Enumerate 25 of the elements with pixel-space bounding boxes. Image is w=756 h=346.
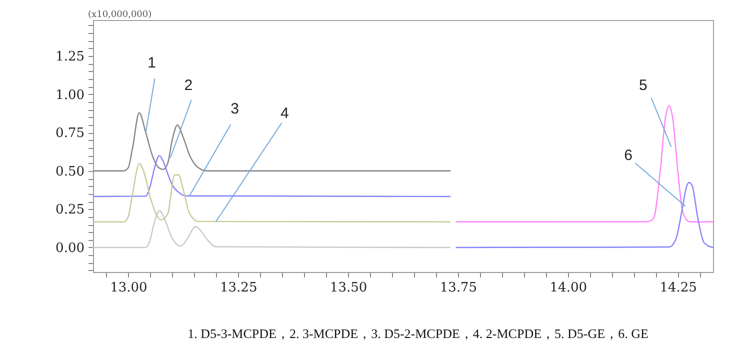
line-series	[92, 162, 452, 223]
line-series	[455, 182, 714, 248]
y-tick-label: 1.00	[56, 88, 84, 103]
y-tick-label: 0.75	[56, 126, 84, 142]
x-tick-label: 14.00	[550, 280, 588, 296]
x-tick-label: 13.00	[110, 280, 148, 296]
annotation: 3	[230, 100, 239, 118]
y-tick-label: 0.25	[56, 202, 84, 218]
text: (x10,000,000)	[88, 10, 152, 20]
x-tick-label: 13.50	[330, 280, 368, 296]
text: 1. D5-3-MCPDE，2. 3-MCPDE，3. D5-2-MCPDE，4. 2-MCPDE，5. D5-GE，6. GE	[188, 326, 648, 341]
y-tick-label: 0.50	[56, 164, 84, 180]
x-tick-label: 13.25	[220, 280, 258, 296]
annotation: 5	[639, 76, 648, 94]
x-tick-label: 14.25	[660, 280, 697, 296]
annotation: 4	[280, 104, 289, 122]
line-series	[92, 210, 452, 248]
annotation: 1	[148, 54, 156, 72]
annotation: 2	[184, 76, 193, 94]
x-tick-label: 13.75	[440, 280, 478, 296]
line-series	[455, 105, 714, 223]
y-tick-label: 0.00	[56, 240, 84, 256]
line-series	[92, 154, 452, 198]
annotation: 6	[624, 147, 632, 164]
y-tick-label: 1.25	[56, 50, 84, 64]
